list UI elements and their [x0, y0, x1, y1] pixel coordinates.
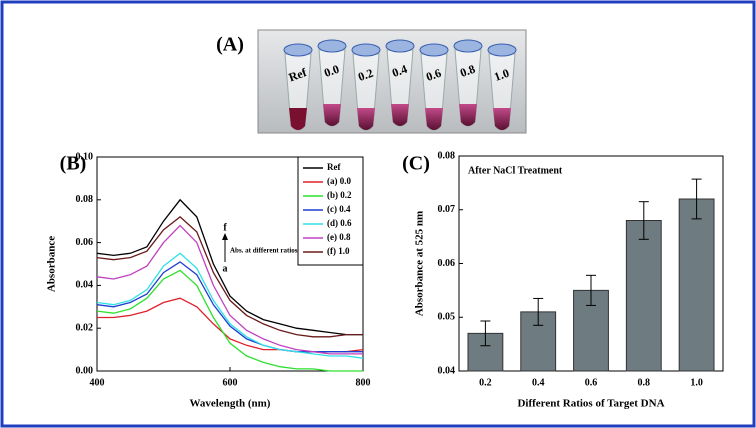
y-tick-label: 0.04 [438, 365, 456, 376]
y-tick-label: 0.02 [76, 322, 94, 333]
y-tick-label: 0.04 [76, 280, 94, 291]
tube-label: Ref [287, 65, 310, 85]
x-axis-title: Wavelength (nm) [190, 398, 271, 410]
y-tick-label: 0.07 [438, 204, 456, 215]
x-axis-title: Different Ratios of Target DNA [517, 398, 664, 410]
x-tick-label: 400 [90, 377, 105, 388]
x-tick-label: 0.4 [532, 377, 545, 388]
y-axis-title: Absorbance [46, 236, 58, 292]
tube-cap [453, 39, 483, 53]
tube-liquid [323, 104, 341, 126]
y-tick-label: 0.06 [438, 258, 456, 269]
tube-label: 0.2 [356, 66, 375, 84]
x-tick-label: 1.0 [690, 377, 703, 388]
bar [625, 220, 662, 372]
y-tick-label: 0.00 [76, 365, 94, 376]
tube-liquid [357, 108, 375, 130]
tube-cap [385, 39, 415, 53]
data-line [96, 224, 363, 355]
x-tick-label: 0.8 [638, 377, 651, 388]
tube-liquid [289, 108, 307, 130]
tube-liquid [391, 104, 409, 126]
annotation: a [223, 263, 228, 274]
tube-cap [487, 43, 517, 57]
legend-label: (c) 0.4 [327, 204, 351, 214]
y-tick-label: 0.06 [76, 237, 94, 248]
tube-label: 1.0 [492, 66, 511, 84]
tube-label: 0.0 [322, 62, 341, 80]
y-tick-label: 0.05 [438, 312, 456, 323]
x-tick-label: 600 [223, 377, 238, 388]
legend-label: (d) 0.6 [327, 218, 352, 228]
tube-cap [419, 43, 449, 57]
tube-liquid [425, 108, 443, 130]
legend-label: (e) 0.8 [327, 232, 351, 242]
tube-cap [317, 39, 347, 53]
x-tick-label: 800 [356, 377, 371, 388]
legend-label: Ref [327, 162, 341, 172]
tube-label: 0.8 [458, 62, 477, 80]
data-line [96, 261, 363, 353]
data-line [96, 252, 364, 359]
panel-label: (B) [60, 153, 87, 175]
x-tick-label: 0.2 [479, 377, 492, 388]
data-line [96, 269, 363, 372]
bar [678, 198, 715, 372]
annotation: Abs. at different ratios [230, 247, 298, 255]
data-line [96, 216, 363, 338]
annotation: f [223, 222, 227, 233]
panel-label: (A) [216, 34, 244, 56]
legend-label: (a) 0.0 [327, 176, 351, 186]
legend-label: (b) 0.2 [327, 190, 352, 200]
tube-label: 0.6 [424, 66, 443, 84]
y-tick-label: 0.08 [76, 194, 94, 205]
annotation-arrowhead [222, 233, 228, 240]
y-tick-label: 0.10 [76, 151, 94, 162]
y-tick-label: 0.08 [438, 150, 456, 161]
data-line [96, 198, 363, 336]
photo: Ref 0.0 0.2 0.4 0.6 0.8 1.0 [257, 29, 527, 134]
tube-liquid [493, 108, 511, 130]
tube-label: 0.4 [390, 62, 409, 80]
tube-liquid [459, 104, 477, 126]
legend-label: (f) 1.0 [327, 246, 350, 256]
panel-label: (C) [402, 153, 430, 175]
legend-box [297, 156, 364, 266]
annotation: After NaCl Treatment [468, 165, 563, 176]
x-tick-label: 0.6 [585, 377, 598, 388]
tube-cap [283, 43, 313, 57]
y-axis-title: Absorbance at 525 nm [414, 211, 426, 316]
tube-cap [351, 43, 381, 57]
